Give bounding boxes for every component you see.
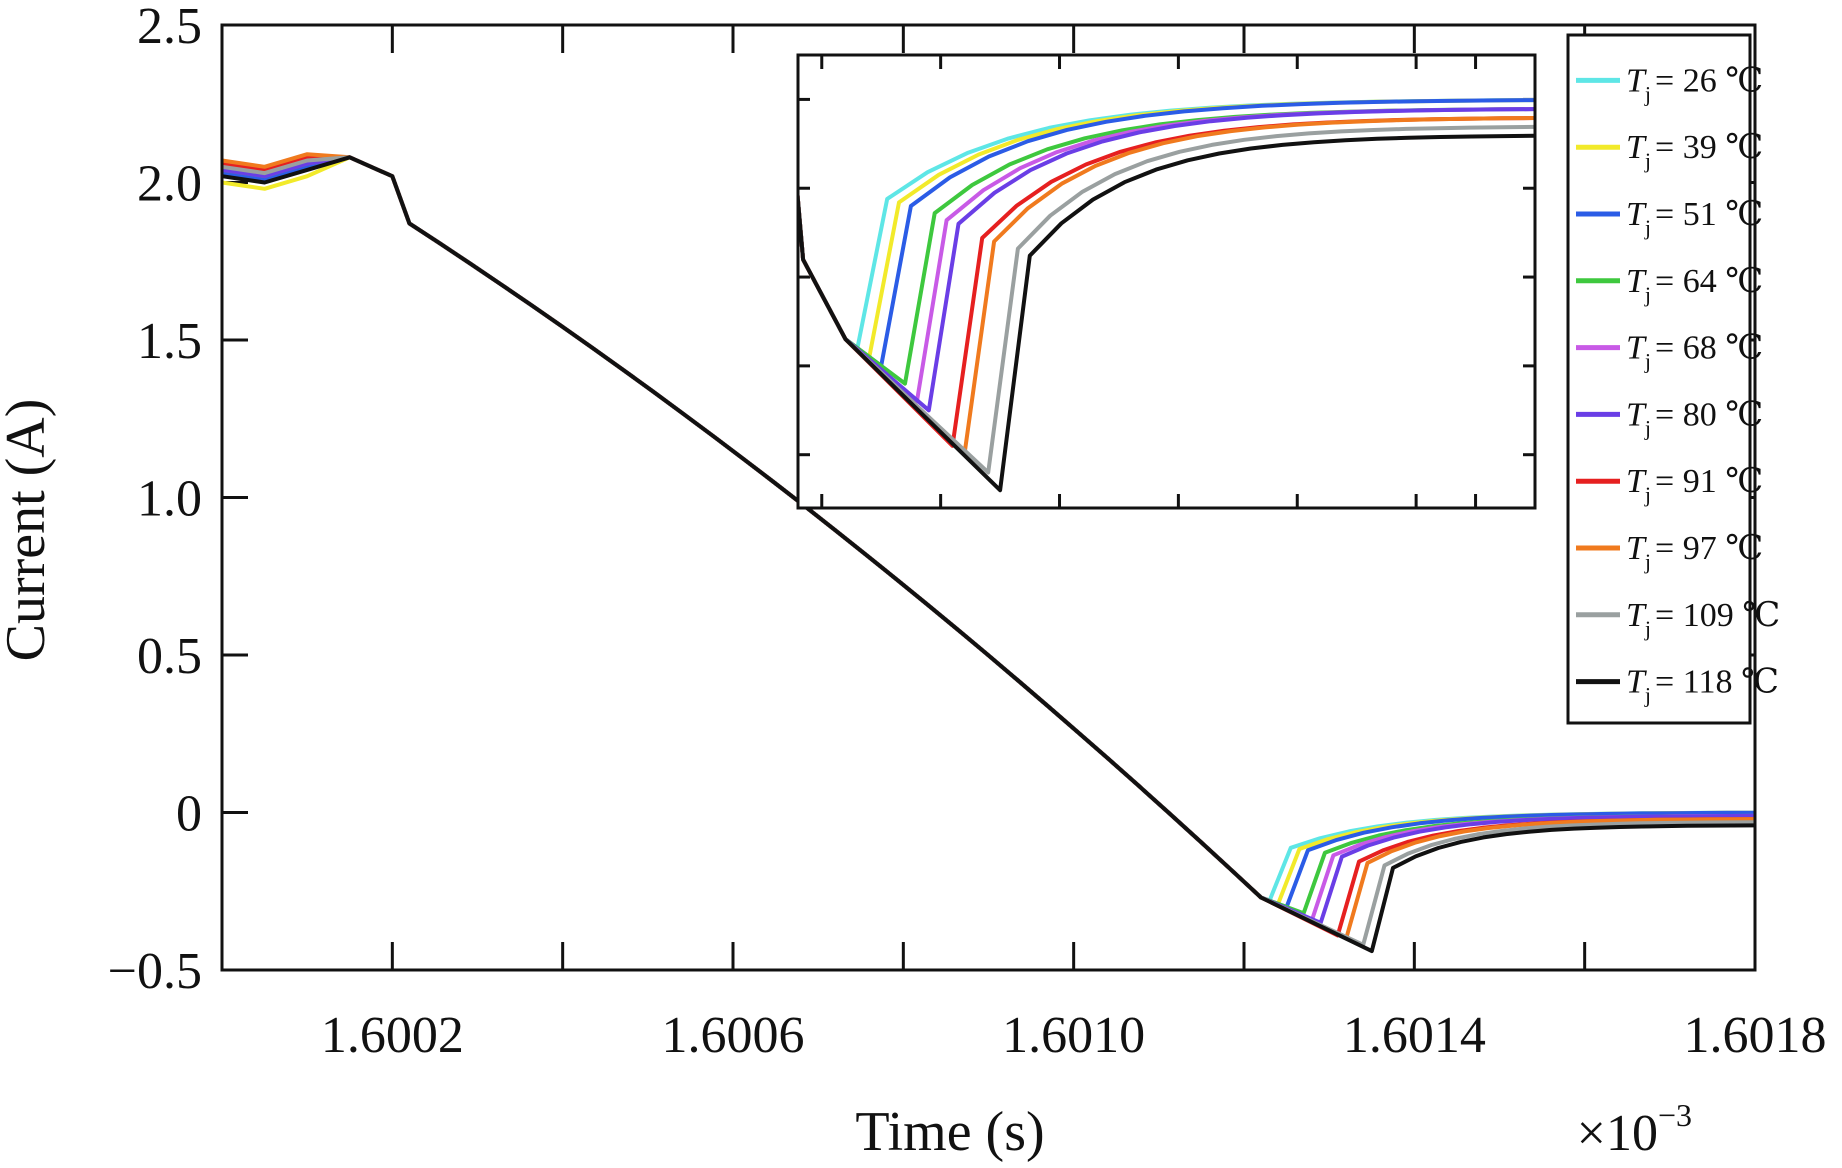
y-tick-label: −0.5 bbox=[108, 943, 202, 1000]
y-tick-label: 1.0 bbox=[137, 471, 202, 528]
legend-label: Tj = 97 ℃ bbox=[1626, 530, 1763, 574]
legend-entries: Tj = 26 ℃ Tj = 39 ℃ Tj = 51 ℃ Tj = 64 ℃ Tj = 68 ℃… bbox=[1576, 62, 1780, 708]
legend-label: Tj = 80 ℃ bbox=[1626, 396, 1763, 440]
x-tick-label: 1.6002 bbox=[321, 1007, 464, 1064]
legend-label: Tj = 109 ℃ bbox=[1626, 597, 1780, 641]
x-tick-label: 1.6014 bbox=[1343, 1007, 1486, 1064]
tick-labels: 1.6002 1.6006 1.6010 1.6014 1.6018 2.5 2.0 1.5 1… bbox=[108, 0, 1827, 1064]
series-layer bbox=[221, 152, 1756, 954]
legend-label: Tj = 68 ℃ bbox=[1626, 330, 1763, 374]
legend-entry: Tj = 51 ℃ bbox=[1576, 196, 1763, 240]
inset-series-line bbox=[798, 133, 1535, 493]
y-tick-label: 2.0 bbox=[137, 156, 202, 213]
inset-zoom bbox=[796, 53, 1537, 510]
legend-entry: Tj = 68 ℃ bbox=[1576, 330, 1763, 374]
inset-series-line bbox=[798, 124, 1535, 475]
legend-entry: Tj = 64 ℃ bbox=[1576, 263, 1763, 307]
legend-entry: Tj = 109 ℃ bbox=[1576, 597, 1780, 641]
legend-entry: Tj = 80 ℃ bbox=[1576, 396, 1763, 440]
inset-series-line bbox=[798, 116, 1535, 457]
x-tick-label: 1.6010 bbox=[1002, 1007, 1145, 1064]
y-tick-label: 2.5 bbox=[137, 0, 202, 55]
x-tick-label: 1.6006 bbox=[662, 1007, 805, 1064]
inset-series-layer bbox=[798, 98, 1535, 493]
legend-label: Tj = 91 ℃ bbox=[1626, 463, 1763, 507]
legend-label: Tj = 64 ℃ bbox=[1626, 263, 1763, 307]
series-line bbox=[221, 155, 1756, 954]
x-axis-multiplier: ×10−3 bbox=[1577, 1097, 1692, 1162]
y-tick-label: 1.5 bbox=[137, 313, 202, 370]
legend: Tj = 26 ℃ Tj = 39 ℃ Tj = 51 ℃ Tj = 64 ℃ Tj = 68 ℃… bbox=[1566, 33, 1780, 725]
inset-frame bbox=[796, 53, 1537, 510]
legend-label: Tj = 118 ℃ bbox=[1626, 664, 1779, 708]
y-axis-title: Current (A) bbox=[0, 399, 57, 662]
inset-series-line bbox=[798, 107, 1535, 413]
plot-frame bbox=[220, 23, 1757, 972]
legend-entry: Tj = 91 ℃ bbox=[1576, 463, 1763, 507]
legend-label: Tj = 39 ℃ bbox=[1626, 129, 1763, 173]
x-axis-title: Time (s) bbox=[855, 1101, 1044, 1163]
legend-entry: Tj = 39 ℃ bbox=[1576, 129, 1763, 173]
y-tick-label: 0.5 bbox=[137, 628, 202, 685]
legend-entry: Tj = 26 ℃ bbox=[1576, 62, 1763, 106]
y-tick-label: 0 bbox=[176, 786, 202, 843]
legend-label: Tj = 26 ℃ bbox=[1626, 62, 1763, 106]
legend-entry: Tj = 118 ℃ bbox=[1576, 664, 1779, 708]
legend-label: Tj = 51 ℃ bbox=[1626, 196, 1763, 240]
legend-entry: Tj = 97 ℃ bbox=[1576, 530, 1763, 574]
x-tick-label: 1.6018 bbox=[1684, 1007, 1827, 1064]
inset-ticks bbox=[798, 55, 1535, 508]
inset-series-line bbox=[798, 98, 1535, 368]
